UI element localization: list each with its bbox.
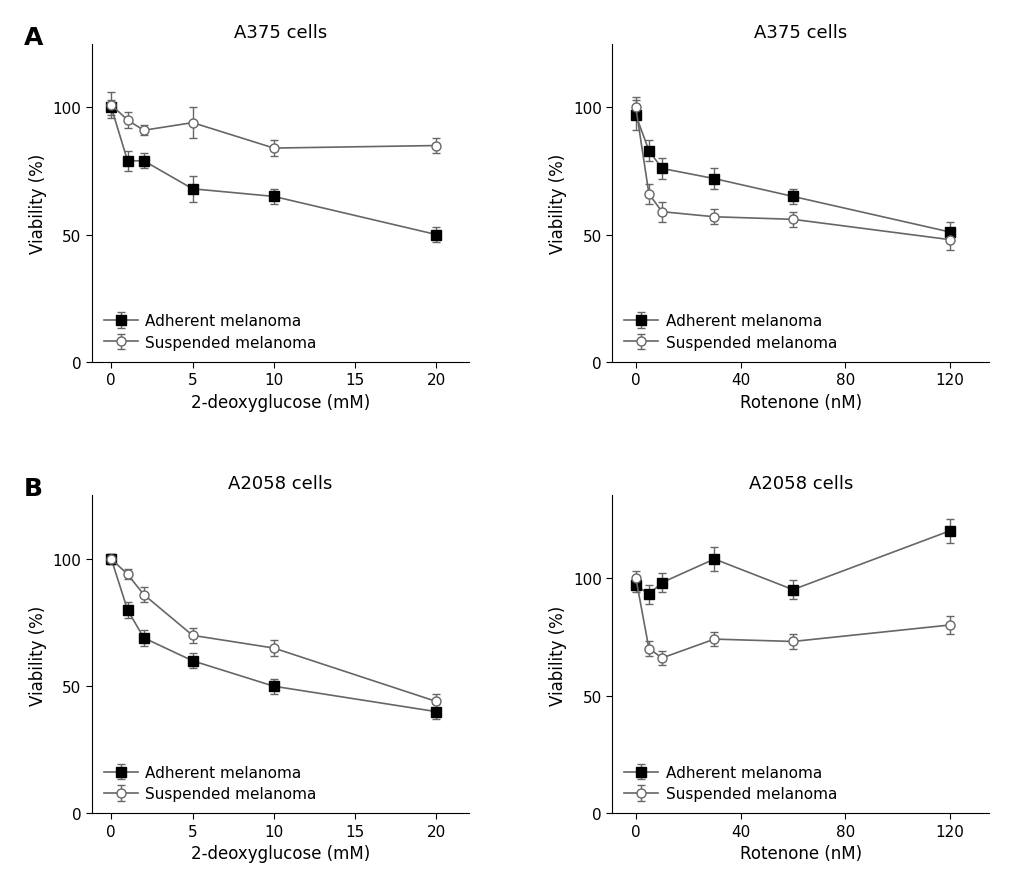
Legend: Adherent melanoma, Suspended melanoma: Adherent melanoma, Suspended melanoma xyxy=(620,761,841,805)
X-axis label: 2-deoxyglucose (mM): 2-deoxyglucose (mM) xyxy=(191,845,370,863)
Y-axis label: Viability (%): Viability (%) xyxy=(549,154,567,254)
X-axis label: 2-deoxyglucose (mM): 2-deoxyglucose (mM) xyxy=(191,393,370,411)
Legend: Adherent melanoma, Suspended melanoma: Adherent melanoma, Suspended melanoma xyxy=(99,761,321,805)
Title: A2058 cells: A2058 cells xyxy=(228,475,332,493)
Legend: Adherent melanoma, Suspended melanoma: Adherent melanoma, Suspended melanoma xyxy=(620,309,841,355)
Text: B: B xyxy=(23,477,43,501)
Legend: Adherent melanoma, Suspended melanoma: Adherent melanoma, Suspended melanoma xyxy=(99,309,321,355)
X-axis label: Rotenone (nM): Rotenone (nM) xyxy=(739,845,861,863)
Title: A2058 cells: A2058 cells xyxy=(748,475,852,493)
Title: A375 cells: A375 cells xyxy=(233,24,327,42)
X-axis label: Rotenone (nM): Rotenone (nM) xyxy=(739,393,861,411)
Text: A: A xyxy=(23,26,43,49)
Y-axis label: Viability (%): Viability (%) xyxy=(29,604,47,704)
Y-axis label: Viability (%): Viability (%) xyxy=(29,154,47,254)
Y-axis label: Viability (%): Viability (%) xyxy=(549,604,567,704)
Title: A375 cells: A375 cells xyxy=(753,24,847,42)
